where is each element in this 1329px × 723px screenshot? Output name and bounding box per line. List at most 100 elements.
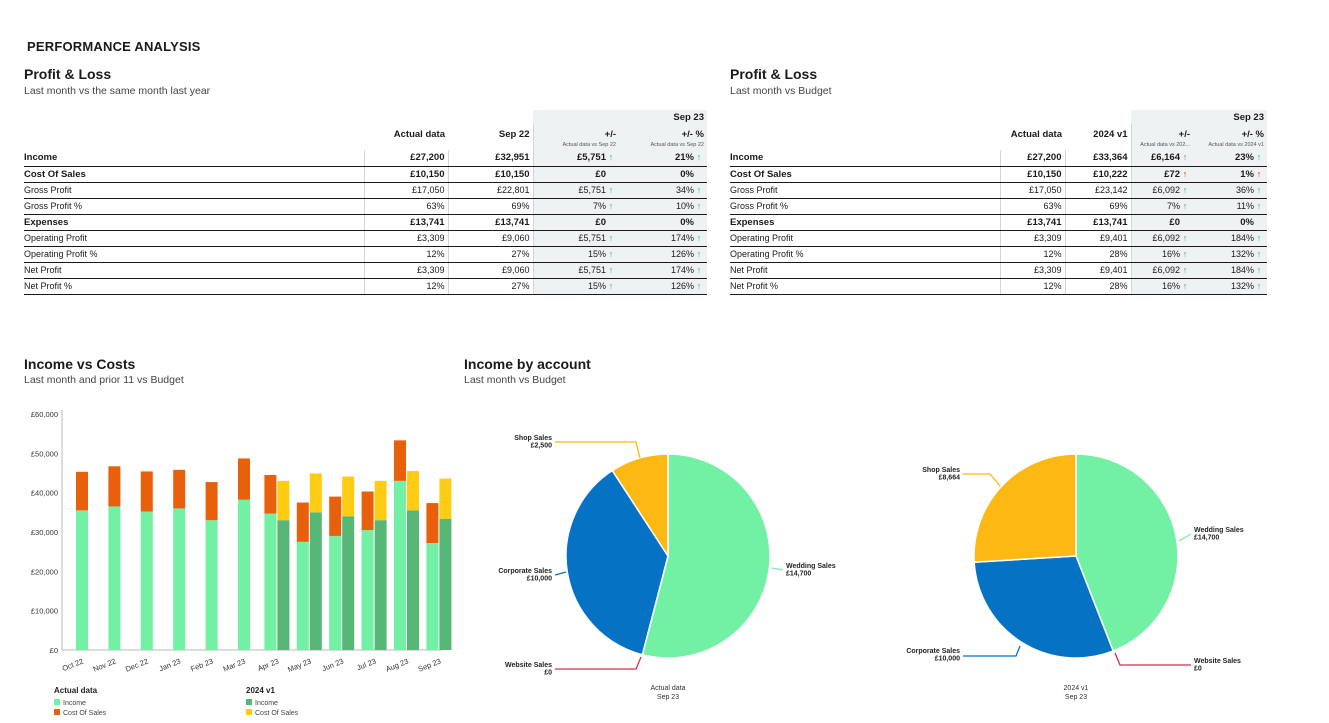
bar-budget-cost	[309, 473, 322, 513]
actual-value: £13,741	[999, 214, 1065, 231]
bar-budget-cost	[439, 478, 452, 519]
y-tick-label: £30,000	[31, 528, 58, 537]
row-label: Gross Profit	[24, 182, 364, 199]
table-row: Net Profit % 12% 28% 16% ↑ 132% ↑	[730, 278, 1267, 295]
compare-value: 28%	[1064, 278, 1131, 295]
column-subheader: Actual data vs 202...	[1130, 140, 1193, 150]
bar-budget-income	[309, 512, 322, 650]
bar-chart-title: Income vs Costs	[24, 356, 136, 372]
diff-text: £5,751	[578, 265, 606, 275]
diff-text: 7%	[1166, 201, 1180, 211]
x-tick-label: May 23	[286, 657, 312, 675]
diff-text: 1%	[1240, 168, 1254, 180]
diff-value: £6,164 ↑	[1130, 150, 1193, 167]
diff-text: 126%	[670, 281, 694, 291]
diff-percent: 21% ↑	[619, 150, 707, 167]
row-label: Gross Profit %	[730, 198, 1000, 215]
diff-text: 34%	[675, 185, 694, 195]
table-row: Operating Profit £3,309 £9,060 £5,751 ↑ 174% ↑	[24, 230, 707, 247]
bar-actual-income	[329, 535, 342, 650]
arrow-up-icon: ↑	[1256, 185, 1262, 195]
slice-label: Website Sales	[1194, 658, 1241, 665]
row-label: Cost Of Sales	[730, 166, 1000, 183]
bar-budget-income	[407, 510, 419, 650]
diff-text: 36%	[1235, 185, 1254, 195]
bar-actual-income	[140, 511, 153, 650]
pie-slice-wedding-sales	[641, 453, 771, 659]
diff-value: 7% ↑	[1130, 198, 1193, 215]
x-tick-label: Sep 23	[417, 657, 442, 674]
legend-swatch	[246, 709, 252, 715]
pl2-title: Profit & Loss	[730, 66, 818, 82]
diff-percent: 1% ↑	[1193, 166, 1267, 183]
arrow-up-icon: ↑	[1182, 233, 1188, 243]
actual-value: £3,309	[363, 262, 448, 279]
bar-actual-cost	[296, 502, 309, 542]
legend-swatch	[54, 709, 60, 715]
actual-value: £17,050	[999, 182, 1065, 199]
diff-percent: 10% ↑	[619, 198, 707, 215]
arrow-up-icon: ↑	[1182, 185, 1188, 195]
arrow-up-icon: ↑	[1256, 233, 1262, 243]
diff-value: 15% ↑	[532, 278, 619, 295]
diff-percent: 132% ↑	[1193, 246, 1267, 263]
arrow-up-icon: ↑	[608, 281, 614, 291]
arrow-up-red-icon: ↑	[1256, 168, 1262, 179]
leader-line	[963, 645, 1021, 657]
arrow-up-icon: ↑	[608, 201, 614, 211]
pl1-title: Profit & Loss	[24, 66, 112, 82]
diff-value: £0	[532, 214, 619, 231]
pie-chart-subtitle: Last month vs Budget	[464, 374, 566, 386]
table-row: Cost Of Sales £10,150 £10,150 £0 0%	[24, 166, 707, 183]
arrow-up-red-icon: ↑	[1182, 168, 1188, 179]
pie-caption: 2024 v1	[1064, 685, 1089, 692]
leader-line	[555, 441, 641, 459]
diff-value: 16% ↑	[1130, 278, 1193, 295]
arrow-up-icon: ↑	[608, 265, 614, 275]
arrow-up-icon: ↑	[1182, 249, 1188, 259]
pl2-table: Sep 23 Actual data 2024 v1 +/- +/- % Actual d…	[730, 110, 1267, 295]
diff-text: 184%	[1230, 233, 1254, 243]
diff-text: 126%	[670, 249, 694, 259]
diff-text: £6,092	[1152, 233, 1180, 243]
row-label: Expenses	[730, 214, 1000, 231]
leader-line	[963, 473, 1001, 487]
compare-value: £13,741	[1064, 214, 1131, 231]
pie-slice-corporate-sales	[565, 469, 669, 656]
pie-slice-wedding-sales	[1075, 453, 1179, 652]
slice-label: Wedding Sales	[1194, 527, 1244, 534]
compare-value: 69%	[1064, 198, 1131, 215]
actual-value: £13,741	[363, 214, 448, 231]
arrow-up-icon: ↑	[696, 265, 702, 275]
compare-value: £22,801	[447, 182, 533, 199]
legend-item: Cost Of Sales	[255, 710, 299, 717]
slice-value: £2,500	[531, 443, 553, 450]
arrow-up-icon: ↑	[696, 201, 702, 211]
actual-value: £27,200	[999, 150, 1065, 167]
diff-text: 16%	[1161, 249, 1180, 259]
table-row: Income £27,200 £33,364 £6,164 ↑ 23% ↑	[730, 150, 1267, 167]
slice-value: £14,700	[786, 571, 811, 578]
bar-budget-income	[374, 520, 387, 650]
pie-caption: Sep 23	[1065, 694, 1087, 701]
diff-text: 10%	[675, 201, 694, 211]
bar-actual-income	[296, 541, 309, 650]
diff-percent: 34% ↑	[619, 182, 707, 199]
actual-value: 12%	[363, 278, 448, 295]
bar-budget-cost	[277, 480, 290, 521]
compare-value: £10,222	[1064, 166, 1131, 183]
diff-text: 16%	[1161, 281, 1180, 291]
bar-actual-cost	[361, 491, 374, 531]
actual-value: £10,150	[999, 166, 1065, 183]
diff-text: £0	[595, 216, 606, 228]
bar-actual-cost	[173, 469, 186, 509]
compare-value: £33,364	[1064, 150, 1131, 167]
arrow-up-icon: ↑	[1256, 249, 1262, 259]
diff-percent: 36% ↑	[1193, 182, 1267, 199]
diff-percent: 126% ↑	[619, 246, 707, 263]
actual-value: £17,050	[363, 182, 448, 199]
diff-percent: 174% ↑	[619, 262, 707, 279]
pie-slice-corporate-sales	[973, 555, 1115, 659]
pie-slice-shop-sales	[973, 453, 1077, 563]
